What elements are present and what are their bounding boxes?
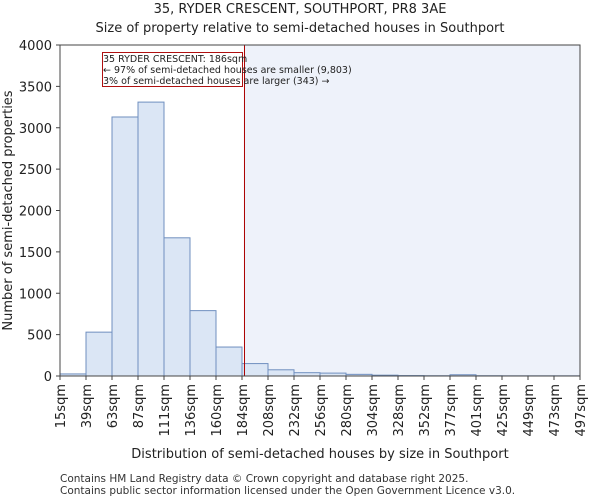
x-tick-label: 352sqm [418,384,433,437]
x-tick-label: 377sqm [444,384,459,437]
histogram-bar [137,101,165,377]
x-tick-label: 497sqm [574,384,589,437]
annotation-box: 35 RYDER CRESCENT: 186sqm ← 97% of semi-… [102,52,352,87]
x-tick-label: 208sqm [262,384,277,437]
x-tick-label: 15sqm [54,384,69,428]
y-tick-label: 3000 [19,122,52,137]
x-tick-label: 160sqm [210,384,225,437]
y-tick-label: 1000 [19,287,52,302]
x-tick-label: 425sqm [496,384,511,437]
x-tick-label: 473sqm [548,384,563,437]
x-tick-label: 232sqm [288,384,303,437]
x-tick-label: 87sqm [132,384,147,428]
x-tick-label: 256sqm [314,384,329,437]
footer-copyright: Contains HM Land Registry data © Crown c… [60,473,469,485]
x-tick-label: 184sqm [236,384,251,437]
x-tick-label: 63sqm [106,384,121,428]
y-tick-label: 2500 [19,163,52,178]
chart-title: 35, RYDER CRESCENT, SOUTHPORT, PR8 3AE [153,2,447,17]
x-tick-label: 328sqm [392,384,407,437]
x-tick-label: 280sqm [340,384,355,437]
x-tick-label: 401sqm [470,384,485,437]
x-tick-label: 136sqm [184,384,199,437]
annotation-line-1: 35 RYDER CRESCENT: 186sqm [103,54,248,65]
chart-subtitle: Size of property relative to semi-detach… [95,21,505,36]
histogram-bar [189,310,217,377]
x-tick-label: 304sqm [366,384,381,437]
x-tick-label: 39sqm [80,384,95,428]
histogram-bar [241,363,269,377]
annotation-line-3: 3% of semi-detached houses are larger (3… [103,76,330,87]
y-tick-label: 2000 [19,205,52,220]
annotation-line-2: ← 97% of semi-detached houses are smalle… [103,65,352,76]
histogram-bar [163,237,191,377]
histogram-bar [85,331,113,377]
y-tick-label: 500 [27,329,52,344]
histogram-bar [111,116,139,377]
y-tick-label: 0 [44,370,52,385]
footer-licence: Contains public sector information licen… [60,485,516,497]
x-axis-label: Distribution of semi-detached houses by … [131,447,508,462]
highlight-region [244,45,580,376]
x-tick-label: 111sqm [158,384,173,437]
y-tick-label: 3500 [19,80,52,95]
y-tick-label: 1500 [19,246,52,261]
x-tick-label: 449sqm [522,384,537,437]
y-tick-label: 4000 [19,39,52,54]
histogram-bar [215,346,243,377]
histogram-bar [267,369,295,377]
y-axis-label: Number of semi-detached properties [1,90,16,330]
